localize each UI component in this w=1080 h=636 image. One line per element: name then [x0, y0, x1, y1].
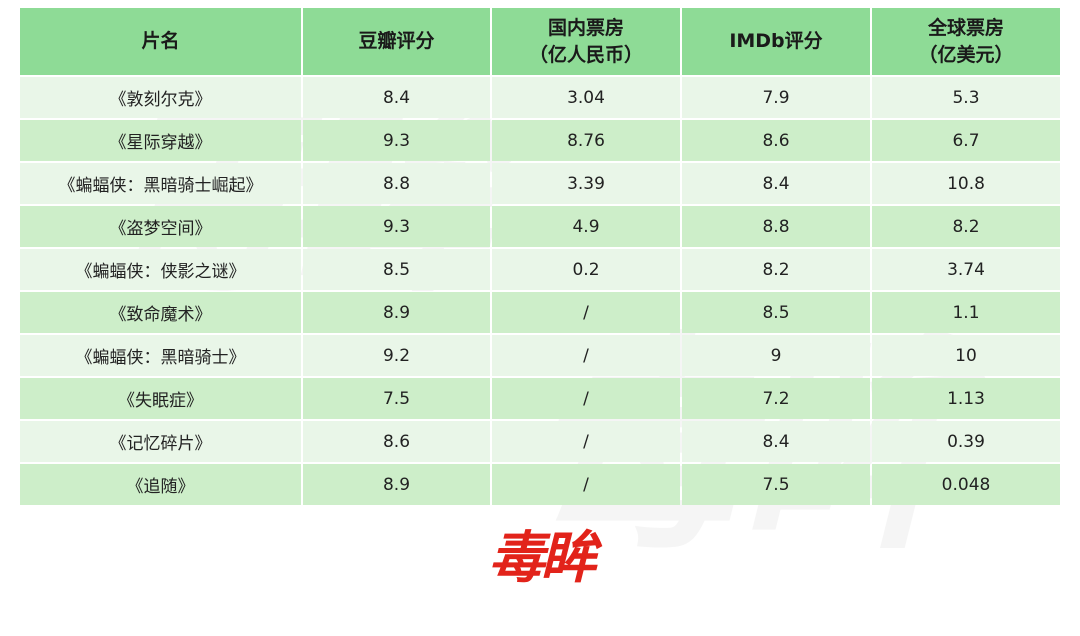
- global-box-office-cell: 0.39: [872, 421, 1060, 462]
- film-title-cell: 《追随》: [20, 464, 301, 505]
- table-body: 《敦刻尔克》 8.4 3.04 7.9 5.3 《星际穿越》 9.3 8.76 8.6 6.7 《蝙…: [20, 77, 1060, 505]
- table-row: 《致命魔术》 8.9/8.5 1.1: [20, 292, 1060, 333]
- header-douban-score: 豆瓣评分: [303, 8, 490, 75]
- imdb-score-cell: 8.6: [682, 120, 870, 161]
- douban-score-cell: 8.8: [303, 163, 490, 204]
- table-row: 《追随》 8.9/7.5 0.048: [20, 464, 1060, 505]
- global-box-office-cell: 6.7: [872, 120, 1060, 161]
- douban-score-cell: 8.6: [303, 421, 490, 462]
- douban-score-cell: 8.4: [303, 77, 490, 118]
- table-row: 《失眠症》 7.5/7.2 1.13: [20, 378, 1060, 419]
- header-global-box-office-unit: （亿美元）: [918, 43, 1014, 66]
- douban-score-cell: 8.9: [303, 464, 490, 505]
- imdb-score-cell: 8.4: [682, 163, 870, 204]
- table-row: 《蝙蝠侠：侠影之谜》 8.5 0.2 8.2 3.74: [20, 249, 1060, 290]
- domestic-box-office-cell: 3.04: [492, 77, 680, 118]
- film-title-cell: 《蝙蝠侠：侠影之谜》: [20, 249, 301, 290]
- header-domestic-box-office-unit: （亿人民币）: [528, 43, 643, 66]
- imdb-score-cell: 7.9: [682, 77, 870, 118]
- douban-score-cell: 7.5: [303, 378, 490, 419]
- table-header-row: 片名 豆瓣评分 国内票房 （亿人民币） IMDb评分 全球票房 （亿美元）: [20, 8, 1060, 75]
- film-title-cell: 《失眠症》: [20, 378, 301, 419]
- domestic-box-office-cell: /: [492, 421, 680, 462]
- table-row: 《记忆碎片》 8.6/8.4 0.39: [20, 421, 1060, 462]
- dumou-logo: 毒眸: [488, 526, 597, 591]
- imdb-score-cell: 7.2: [682, 378, 870, 419]
- film-title-cell: 《致命魔术》: [20, 292, 301, 333]
- global-box-office-cell: 10.8: [872, 163, 1060, 204]
- table-row: 《蝙蝠侠：黑暗骑士崛起》 8.8 3.39 8.4 10.8: [20, 163, 1060, 204]
- film-title-cell: 《蝙蝠侠：黑暗骑士》: [20, 335, 301, 376]
- header-imdb-score: IMDb评分: [682, 8, 870, 75]
- domestic-box-office-cell: /: [492, 464, 680, 505]
- domestic-box-office-cell: 4.9: [492, 206, 680, 247]
- imdb-score-cell: 7.5: [682, 464, 870, 505]
- header-title: 片名: [20, 8, 301, 75]
- global-box-office-cell: 0.048: [872, 464, 1060, 505]
- table-row: 《蝙蝠侠：黑暗骑士》 9.2/9 10: [20, 335, 1060, 376]
- domestic-box-office-cell: /: [492, 292, 680, 333]
- film-title-cell: 《敦刻尔克》: [20, 77, 301, 118]
- douban-score-cell: 8.9: [303, 292, 490, 333]
- douban-score-cell: 9.2: [303, 335, 490, 376]
- header-global-box-office: 全球票房 （亿美元）: [872, 8, 1060, 75]
- header-douban-score-label: 豆瓣评分: [358, 30, 435, 52]
- global-box-office-cell: 1.13: [872, 378, 1060, 419]
- imdb-score-cell: 8.2: [682, 249, 870, 290]
- global-box-office-cell: 1.1: [872, 292, 1060, 333]
- global-box-office-cell: 10: [872, 335, 1060, 376]
- imdb-score-cell: 8.8: [682, 206, 870, 247]
- douban-score-cell: 9.3: [303, 206, 490, 247]
- imdb-score-cell: 8.5: [682, 292, 870, 333]
- header-domestic-box-office: 国内票房 （亿人民币）: [492, 8, 680, 75]
- imdb-score-cell: 9: [682, 335, 870, 376]
- film-title-cell: 《盗梦空间》: [20, 206, 301, 247]
- header-domestic-box-office-label: 国内票房: [547, 16, 624, 39]
- table-row: 《盗梦空间》 9.3 4.9 8.8 8.2: [20, 206, 1060, 247]
- film-title-cell: 《星际穿越》: [20, 120, 301, 161]
- table-row: 《敦刻尔克》 8.4 3.04 7.9 5.3: [20, 77, 1060, 118]
- table-row: 《星际穿越》 9.3 8.76 8.6 6.7: [20, 120, 1060, 161]
- film-comparison-table-container: 片名 豆瓣评分 国内票房 （亿人民币） IMDb评分 全球票房 （亿美元）: [20, 8, 1060, 505]
- douban-score-cell: 8.5: [303, 249, 490, 290]
- domestic-box-office-cell: /: [492, 335, 680, 376]
- film-title-cell: 《记忆碎片》: [20, 421, 301, 462]
- header-title-label: 片名: [141, 30, 180, 52]
- domestic-box-office-cell: 3.39: [492, 163, 680, 204]
- film-title-cell: 《蝙蝠侠：黑暗骑士崛起》: [20, 163, 301, 204]
- domestic-box-office-cell: /: [492, 378, 680, 419]
- header-imdb-score-label: IMDb评分: [729, 30, 823, 52]
- imdb-score-cell: 8.4: [682, 421, 870, 462]
- global-box-office-cell: 3.74: [872, 249, 1060, 290]
- domestic-box-office-cell: 0.2: [492, 249, 680, 290]
- domestic-box-office-cell: 8.76: [492, 120, 680, 161]
- global-box-office-cell: 5.3: [872, 77, 1060, 118]
- douban-score-cell: 9.3: [303, 120, 490, 161]
- global-box-office-cell: 8.2: [872, 206, 1060, 247]
- film-comparison-table: 片名 豆瓣评分 国内票房 （亿人民币） IMDb评分 全球票房 （亿美元）: [18, 6, 1062, 507]
- header-global-box-office-label: 全球票房: [927, 16, 1004, 39]
